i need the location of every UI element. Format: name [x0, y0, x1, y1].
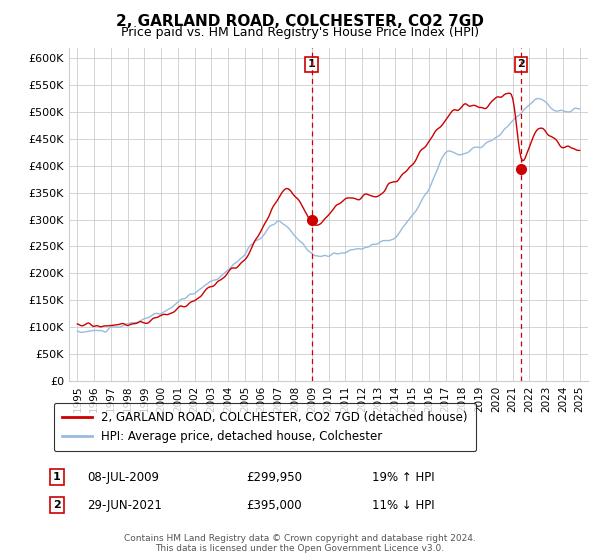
Text: Contains HM Land Registry data © Crown copyright and database right 2024.
This d: Contains HM Land Registry data © Crown c… [124, 534, 476, 553]
Text: 2: 2 [517, 59, 525, 69]
Legend: 2, GARLAND ROAD, COLCHESTER, CO2 7GD (detached house), HPI: Average price, detac: 2, GARLAND ROAD, COLCHESTER, CO2 7GD (de… [54, 403, 476, 451]
Text: 2, GARLAND ROAD, COLCHESTER, CO2 7GD: 2, GARLAND ROAD, COLCHESTER, CO2 7GD [116, 14, 484, 29]
Text: 08-JUL-2009: 08-JUL-2009 [87, 470, 159, 484]
Text: 1: 1 [308, 59, 316, 69]
Text: 29-JUN-2021: 29-JUN-2021 [87, 498, 162, 512]
Text: Price paid vs. HM Land Registry's House Price Index (HPI): Price paid vs. HM Land Registry's House … [121, 26, 479, 39]
Text: £299,950: £299,950 [246, 470, 302, 484]
Text: 2: 2 [53, 500, 61, 510]
Text: 1: 1 [53, 472, 61, 482]
Text: £395,000: £395,000 [246, 498, 302, 512]
Text: 11% ↓ HPI: 11% ↓ HPI [372, 498, 434, 512]
Text: 19% ↑ HPI: 19% ↑ HPI [372, 470, 434, 484]
